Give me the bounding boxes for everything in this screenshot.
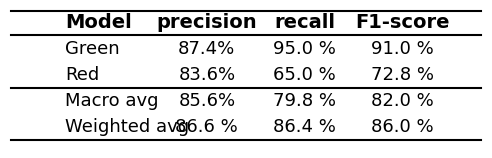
Text: F1-score: F1-score <box>355 13 450 32</box>
Text: 86.4 %: 86.4 % <box>273 118 336 136</box>
Text: 87.4%: 87.4% <box>178 40 236 58</box>
Text: 95.0 %: 95.0 % <box>273 40 336 58</box>
Text: Red: Red <box>65 66 99 84</box>
Text: Green: Green <box>65 40 120 58</box>
Text: 85.6%: 85.6% <box>178 92 236 110</box>
Text: 82.0 %: 82.0 % <box>371 92 434 110</box>
Text: 72.8 %: 72.8 % <box>371 66 434 84</box>
Text: Weighted avg: Weighted avg <box>65 118 189 136</box>
Text: 91.0 %: 91.0 % <box>371 40 434 58</box>
Text: 79.8 %: 79.8 % <box>273 92 336 110</box>
Text: Macro avg: Macro avg <box>65 92 158 110</box>
Text: Model: Model <box>65 13 132 32</box>
Text: recall: recall <box>274 13 335 32</box>
Text: 83.6%: 83.6% <box>178 66 236 84</box>
Text: precision: precision <box>156 13 257 32</box>
Text: 86.6 %: 86.6 % <box>176 118 238 136</box>
Text: 65.0 %: 65.0 % <box>274 66 336 84</box>
Text: 86.0 %: 86.0 % <box>371 118 434 136</box>
